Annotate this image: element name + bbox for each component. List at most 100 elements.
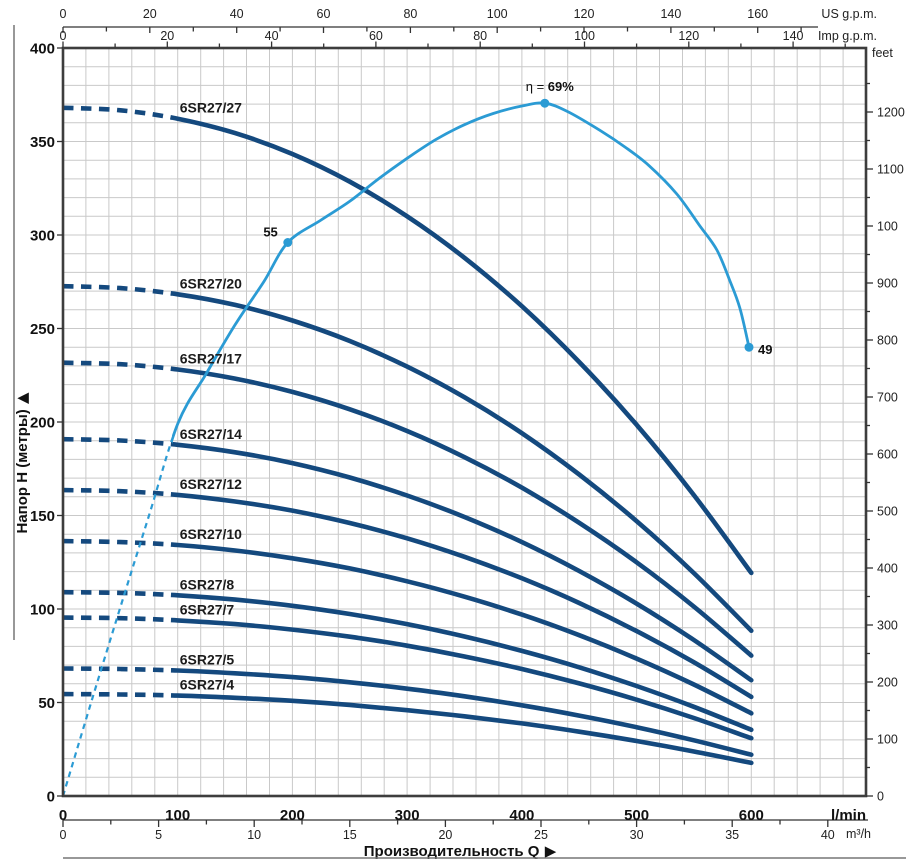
pump-curve-label-6SR27-7: 6SR27/7 — [180, 601, 235, 617]
right-axis-tick-label: 900 — [877, 277, 898, 291]
pump-curve-6SR27-12 — [172, 492, 754, 700]
left-axis-tick-label: 300 — [30, 228, 55, 245]
m3h-tick-label: 10 — [247, 828, 261, 842]
left-axis-tick-label: 350 — [30, 134, 55, 151]
pump-curve-6SR27-20 — [172, 291, 754, 633]
us-gpm-unit-label: US g.p.m. — [821, 7, 877, 21]
axis-ticks — [57, 26, 873, 827]
lmin-tick-label: 0 — [59, 807, 67, 824]
right-axis-tick-label: 100 — [877, 220, 898, 234]
efficiency-curve-dashed — [63, 436, 172, 797]
left-axis-tick-label: 150 — [30, 508, 55, 525]
efficiency-point — [744, 342, 754, 352]
pump-curve-label-6SR27-20: 6SR27/20 — [180, 275, 242, 291]
efficiency-label-part: 69% — [548, 79, 574, 94]
left-axis-tick-label: 50 — [38, 695, 55, 712]
pump-curve-label-6SR27-17: 6SR27/17 — [180, 351, 242, 367]
x-axis-title: Производительность Q ▶ — [364, 842, 557, 860]
pump-curve-6SR27-14 — [172, 441, 754, 683]
pump-curve-label-6SR27-10: 6SR27/10 — [180, 526, 242, 542]
y-axis-title-text: Напор H (метры) — [14, 409, 31, 533]
pump-curve-6SR27-10 — [172, 542, 754, 716]
pump-curve-6SR27-27 — [172, 115, 754, 576]
lmin-unit-label: l/min — [831, 807, 866, 824]
impgpm-tick-label: 120 — [678, 29, 699, 43]
lmin-tick-label: 100 — [165, 807, 190, 824]
efficiency-point-label: 49 — [758, 342, 772, 357]
usgpm-tick-label: 0 — [60, 7, 67, 21]
feet-unit-label: feet — [872, 46, 893, 60]
right-axis-tick-label: 500 — [877, 505, 898, 519]
usgpm-tick-label: 20 — [143, 7, 157, 21]
impgpm-tick-label: 140 — [783, 29, 804, 43]
impgpm-tick-label: 60 — [369, 29, 383, 43]
m3h-tick-label: 15 — [343, 828, 357, 842]
pump-curve-6SR27-4 — [172, 693, 754, 766]
right-axis-tick-label: 1100 — [877, 163, 904, 177]
pump-curves — [63, 105, 754, 766]
left-axis-tick-label: 100 — [30, 602, 55, 619]
m3h-unit-label: m³/h — [846, 827, 871, 841]
right-axis-tick-label: 600 — [877, 448, 898, 462]
m3h-tick-label: 20 — [438, 828, 452, 842]
efficiency-point — [540, 98, 550, 108]
pump-curve-6SR27-8 — [172, 592, 754, 733]
efficiency-label-part: 55 — [263, 225, 277, 240]
left-axis-tick-label: 0 — [47, 789, 55, 806]
usgpm-tick-label: 100 — [487, 7, 508, 21]
efficiency-point — [283, 238, 293, 247]
usgpm-tick-label: 160 — [747, 7, 768, 21]
right-axis-tick-label: 400 — [877, 562, 898, 576]
pump-curve-label-6SR27-14: 6SR27/14 — [180, 426, 242, 442]
m3h-tick-label: 30 — [630, 828, 644, 842]
usgpm-tick-label: 120 — [574, 7, 595, 21]
usgpm-tick-label: 40 — [230, 7, 244, 21]
tick-labels: 0501001502002503003504001200110010090080… — [30, 7, 905, 842]
impgpm-tick-label: 80 — [473, 29, 487, 43]
pump-curve-label-6SR27-5: 6SR27/5 — [180, 652, 235, 668]
pump-curve-label-6SR27-12: 6SR27/12 — [180, 476, 242, 492]
usgpm-tick-label: 60 — [317, 7, 331, 21]
m3h-tick-label: 35 — [725, 828, 739, 842]
usgpm-tick-label: 80 — [403, 7, 417, 21]
left-axis-tick-label: 200 — [30, 415, 55, 432]
pump-curve-6SR27-7 — [172, 617, 754, 741]
m3h-tick-label: 25 — [534, 828, 548, 842]
right-axis-tick-label: 700 — [877, 391, 898, 405]
right-axis-tick-label: 1200 — [877, 106, 905, 120]
m3h-tick-label: 40 — [821, 828, 835, 842]
usgpm-tick-label: 140 — [660, 7, 681, 21]
lmin-tick-label: 300 — [395, 807, 420, 824]
right-axis-tick-label: 800 — [877, 334, 898, 348]
efficiency-curve — [172, 101, 751, 445]
pump-curve-6SR27-5 — [172, 668, 754, 757]
m3h-tick-label: 5 — [155, 828, 162, 842]
pump-curve-label-6SR27-8: 6SR27/8 — [180, 576, 235, 592]
lmin-tick-label: 500 — [624, 807, 649, 824]
curve-labels: 6SR27/27 6SR27/20 6SR27/17 6SR27/14 6SR27/12… — [180, 100, 242, 693]
efficiency-label-part: 49 — [758, 342, 772, 357]
efficiency-curve — [63, 101, 751, 797]
up-arrow-icon: ▲ — [13, 392, 31, 409]
lmin-tick-label: 200 — [280, 807, 305, 824]
left-axis-tick-label: 250 — [30, 321, 55, 338]
pump-curve-6SR27-17 — [172, 366, 754, 658]
y-axis-title: Напор H (метры) ▲ — [13, 392, 31, 534]
impgpm-tick-label: 40 — [265, 29, 279, 43]
left-axis-tick-label: 400 — [30, 41, 55, 58]
right-axis-tick-label: 100 — [877, 733, 898, 747]
right-axis-tick-label: 300 — [877, 619, 898, 633]
lmin-tick-label: 400 — [509, 807, 534, 824]
right-axis-tick-label: 0 — [877, 790, 884, 804]
efficiency-point-label: 55 — [263, 225, 277, 240]
impgpm-tick-label: 20 — [160, 29, 174, 43]
right-arrow-icon: ▶ — [539, 842, 556, 860]
m3h-tick-label: 0 — [60, 828, 67, 842]
pump-curve-label-6SR27-27: 6SR27/27 — [180, 100, 242, 116]
x-axis-title-text: Производительность Q — [364, 843, 540, 860]
efficiency-markers: 55 η = 69% 49 — [263, 79, 772, 357]
efficiency-point-label: η = 69% — [526, 79, 575, 94]
right-axis-tick-label: 200 — [877, 676, 898, 690]
